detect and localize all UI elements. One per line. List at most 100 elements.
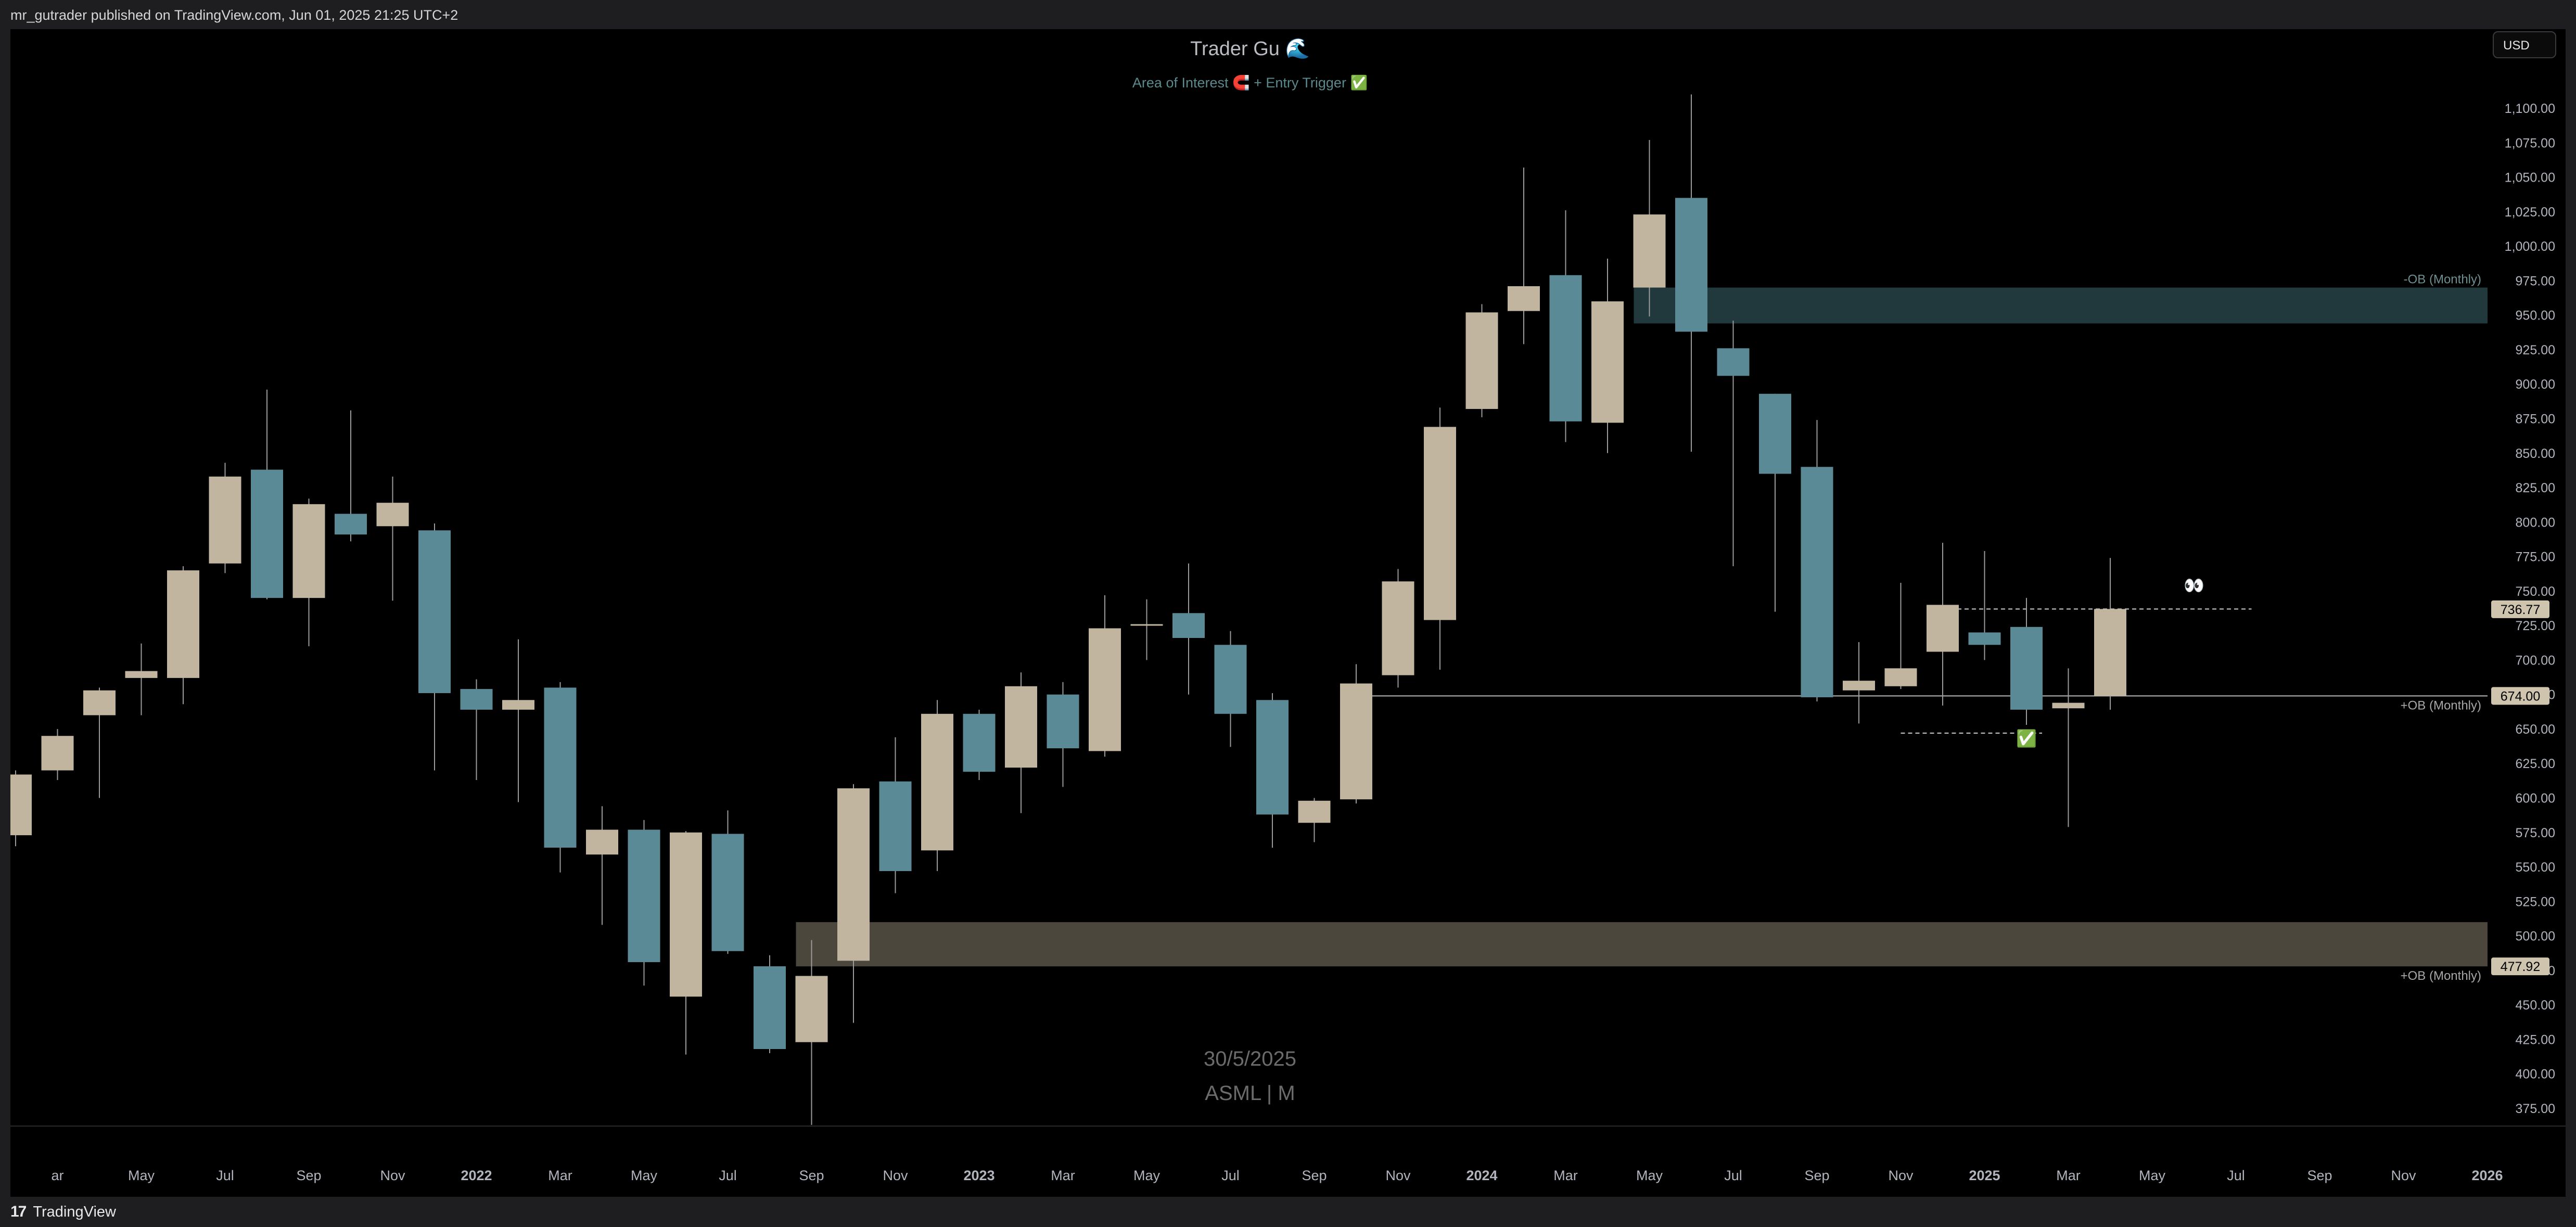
candle-body-29 (1214, 645, 1247, 714)
y-tick-label: 875.00 (2516, 412, 2555, 426)
x-tick-label: Sep (296, 1168, 321, 1183)
candle-body-7 (292, 504, 325, 598)
candle-body-36 (1508, 286, 1540, 311)
candle-body-11 (460, 689, 493, 710)
y-tick-label: 375.00 (2516, 1102, 2555, 1116)
currency-button[interactable]: USD (2493, 31, 2556, 58)
candle-body-1 (41, 736, 74, 771)
y-tick-label: 850.00 (2516, 446, 2555, 461)
candle-body-26 (1089, 628, 1121, 751)
x-tick-label: 2026 (2471, 1168, 2503, 1183)
y-tick-label: 525.00 (2516, 894, 2555, 909)
candle-body-24 (1005, 686, 1037, 768)
candle-body-0 (0, 774, 32, 836)
candle-body-41 (1717, 348, 1750, 376)
level-line-label: +OB (Monthly) (2401, 698, 2481, 712)
y-tick-label: 650.00 (2516, 722, 2555, 737)
y-tick-label: 500.00 (2516, 929, 2555, 944)
candle-body-23 (963, 713, 996, 772)
y-tick-label: 975.00 (2516, 274, 2555, 288)
x-tick-label: May (2139, 1168, 2166, 1183)
y-tick-label: 625.00 (2516, 757, 2555, 771)
tradingview-logo-icon: 17 (10, 1203, 27, 1220)
x-tick-label: Nov (2391, 1168, 2416, 1183)
candle-body-25 (1047, 694, 1079, 749)
check-marker-icon: ✅ (2016, 729, 2037, 748)
date-watermark: 30/5/2025 (1204, 1047, 1296, 1070)
price-tag-text-0: 736.77 (2501, 603, 2540, 617)
candle-body-43 (1801, 467, 1833, 697)
ob-zone-0 (1634, 287, 2488, 324)
x-tick-label: ar (51, 1168, 63, 1183)
overlay-layer: ✅👀 (2016, 576, 2204, 748)
x-tick-label: Nov (380, 1168, 405, 1183)
x-tick-label: Sep (2307, 1168, 2332, 1183)
candle-body-33 (1382, 581, 1414, 675)
candle-body-15 (628, 829, 660, 962)
x-tick-label: Sep (799, 1168, 824, 1183)
candle-body-12 (502, 700, 534, 710)
candle-body-18 (754, 966, 786, 1050)
x-tick-label: 2024 (1466, 1168, 1497, 1183)
ob-zone-label-1: +OB (Monthly) (2401, 969, 2481, 983)
y-tick-label: 825.00 (2516, 481, 2555, 495)
candle-body-44 (1843, 681, 1875, 691)
candle-body-16 (670, 832, 702, 997)
candle-body-30 (1256, 700, 1289, 815)
candlestick-chart[interactable]: -OB (Monthly) +OB (Monthly) +OB (Monthly)… (0, 29, 2566, 1197)
y-tick-label: 925.00 (2516, 343, 2555, 357)
chart-area[interactable]: -OB (Monthly) +OB (Monthly) +OB (Monthly)… (0, 29, 2566, 1197)
candle-body-34 (1424, 427, 1456, 620)
x-tick-label: Jul (1221, 1168, 1240, 1183)
candle-body-42 (1759, 393, 1791, 474)
x-tick-label: Sep (1302, 1168, 1327, 1183)
candle-body-2 (83, 690, 116, 715)
candle-body-50 (2094, 609, 2126, 696)
x-tick-label: 2023 (963, 1168, 994, 1183)
axis-layer: 1,100.00 1,075.00 1,050.00 1,025.00 1,000.00… (51, 101, 2555, 1183)
candle-body-13 (544, 687, 577, 848)
candle-body-39 (1633, 214, 1666, 288)
candle-body-48 (2010, 627, 2043, 710)
x-tick-label: Nov (1888, 1168, 1914, 1183)
y-tick-label: 1,000.00 (2505, 239, 2555, 254)
candle-body-17 (711, 834, 744, 951)
x-tick-label: May (1133, 1168, 1161, 1183)
y-tick-label: 400.00 (2516, 1067, 2555, 1082)
tradingview-brand[interactable]: 17 TradingView (10, 1203, 116, 1221)
y-tick-label: 900.00 (2516, 377, 2555, 392)
x-tick-label: Sep (1804, 1168, 1829, 1183)
candle-body-10 (418, 530, 451, 694)
x-tick-label: Mar (2056, 1168, 2081, 1183)
candle-body-47 (1968, 632, 2001, 645)
y-tick-label: 450.00 (2516, 998, 2555, 1013)
x-tick-label: Mar (1553, 1168, 1578, 1183)
candle-body-19 (795, 976, 828, 1042)
candle-body-28 (1172, 613, 1205, 638)
candle-body-37 (1549, 275, 1582, 421)
candle-body-21 (879, 781, 912, 872)
candles-layer (0, 94, 2126, 1125)
candle-body-8 (335, 514, 367, 535)
candle-body-32 (1340, 683, 1372, 800)
y-tick-label: 700.00 (2516, 653, 2555, 668)
x-tick-label: May (1636, 1168, 1663, 1183)
y-tick-label: 725.00 (2516, 619, 2555, 633)
x-tick-label: Jul (2227, 1168, 2245, 1183)
publisher-info: mr_gutrader published on TradingView.com… (10, 7, 458, 23)
x-tick-label: Mar (548, 1168, 572, 1183)
candle-body-27 (1130, 624, 1163, 626)
candle-body-20 (837, 788, 870, 961)
price-tag-2 (2491, 957, 2549, 976)
candle-body-22 (921, 713, 953, 851)
candle-body-3 (125, 671, 158, 678)
zones-layer: -OB (Monthly) +OB (Monthly) (796, 273, 2488, 983)
y-tick-label: 1,075.00 (2505, 136, 2555, 150)
publish-header: mr_gutrader published on TradingView.com… (0, 0, 2576, 29)
y-tick-label: 425.00 (2516, 1032, 2555, 1047)
x-tick-label: 2025 (1969, 1168, 2000, 1183)
chart-subtitle: Area of Interest 🧲 + Entry Trigger ✅ (1132, 74, 1368, 91)
price-tag-0 (2491, 600, 2549, 618)
candle-body-14 (586, 829, 618, 855)
price-tag-text-2: 477.92 (2501, 960, 2540, 974)
